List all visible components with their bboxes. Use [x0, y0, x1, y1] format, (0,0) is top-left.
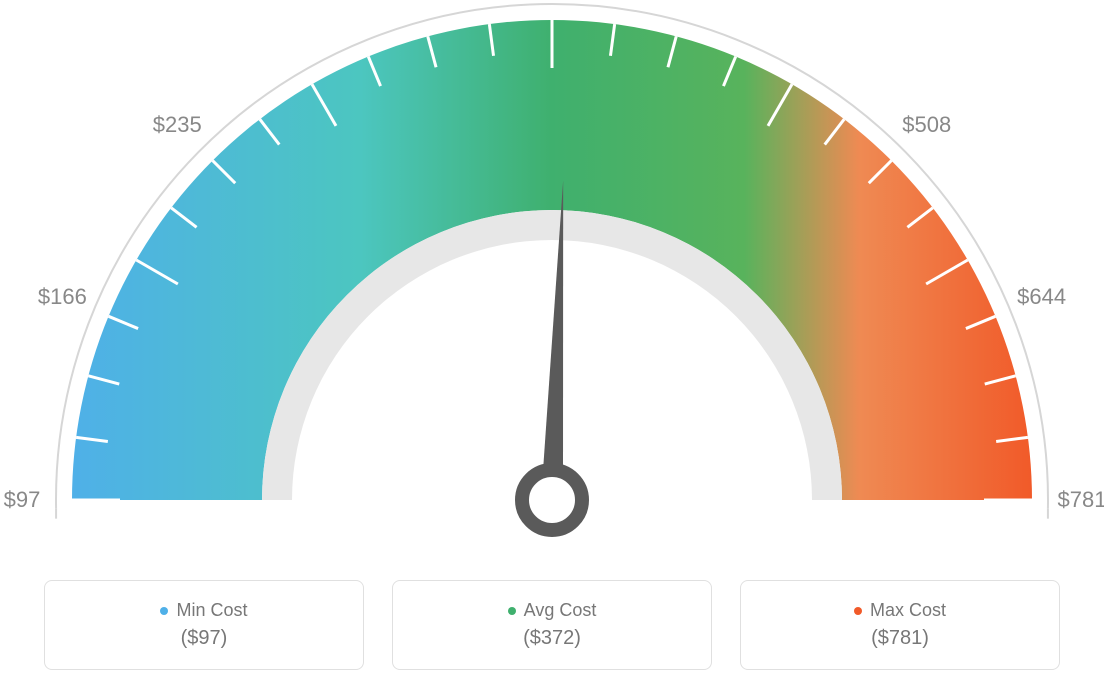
legend-card-max: Max Cost ($781) [740, 580, 1060, 670]
legend-value-min: ($97) [181, 627, 228, 650]
legend-card-avg: Avg Cost ($372) [392, 580, 712, 670]
legend-value-max: ($781) [871, 627, 929, 650]
legend-row: Min Cost ($97) Avg Cost ($372) Max Cost … [0, 580, 1104, 670]
legend-label: Max Cost [870, 600, 946, 621]
legend-title-min: Min Cost [160, 600, 247, 621]
legend-label: Min Cost [176, 600, 247, 621]
gauge-tick-label: $235 [153, 112, 202, 138]
gauge-tick-label: $508 [902, 112, 951, 138]
gauge-chart: $97$166$235$372$508$644$781 [0, 0, 1104, 560]
legend-label: Avg Cost [524, 600, 597, 621]
gauge-tick-label: $644 [1017, 284, 1066, 310]
legend-card-min: Min Cost ($97) [44, 580, 364, 670]
gauge-svg [0, 0, 1104, 560]
dot-icon [160, 607, 168, 615]
dot-icon [854, 607, 862, 615]
legend-title-max: Max Cost [854, 600, 946, 621]
legend-title-avg: Avg Cost [508, 600, 597, 621]
dot-icon [508, 607, 516, 615]
legend-value-avg: ($372) [523, 627, 581, 650]
gauge-tick-label: $97 [4, 487, 41, 513]
gauge-tick-label: $166 [38, 284, 87, 310]
gauge-tick-label: $781 [1058, 487, 1104, 513]
